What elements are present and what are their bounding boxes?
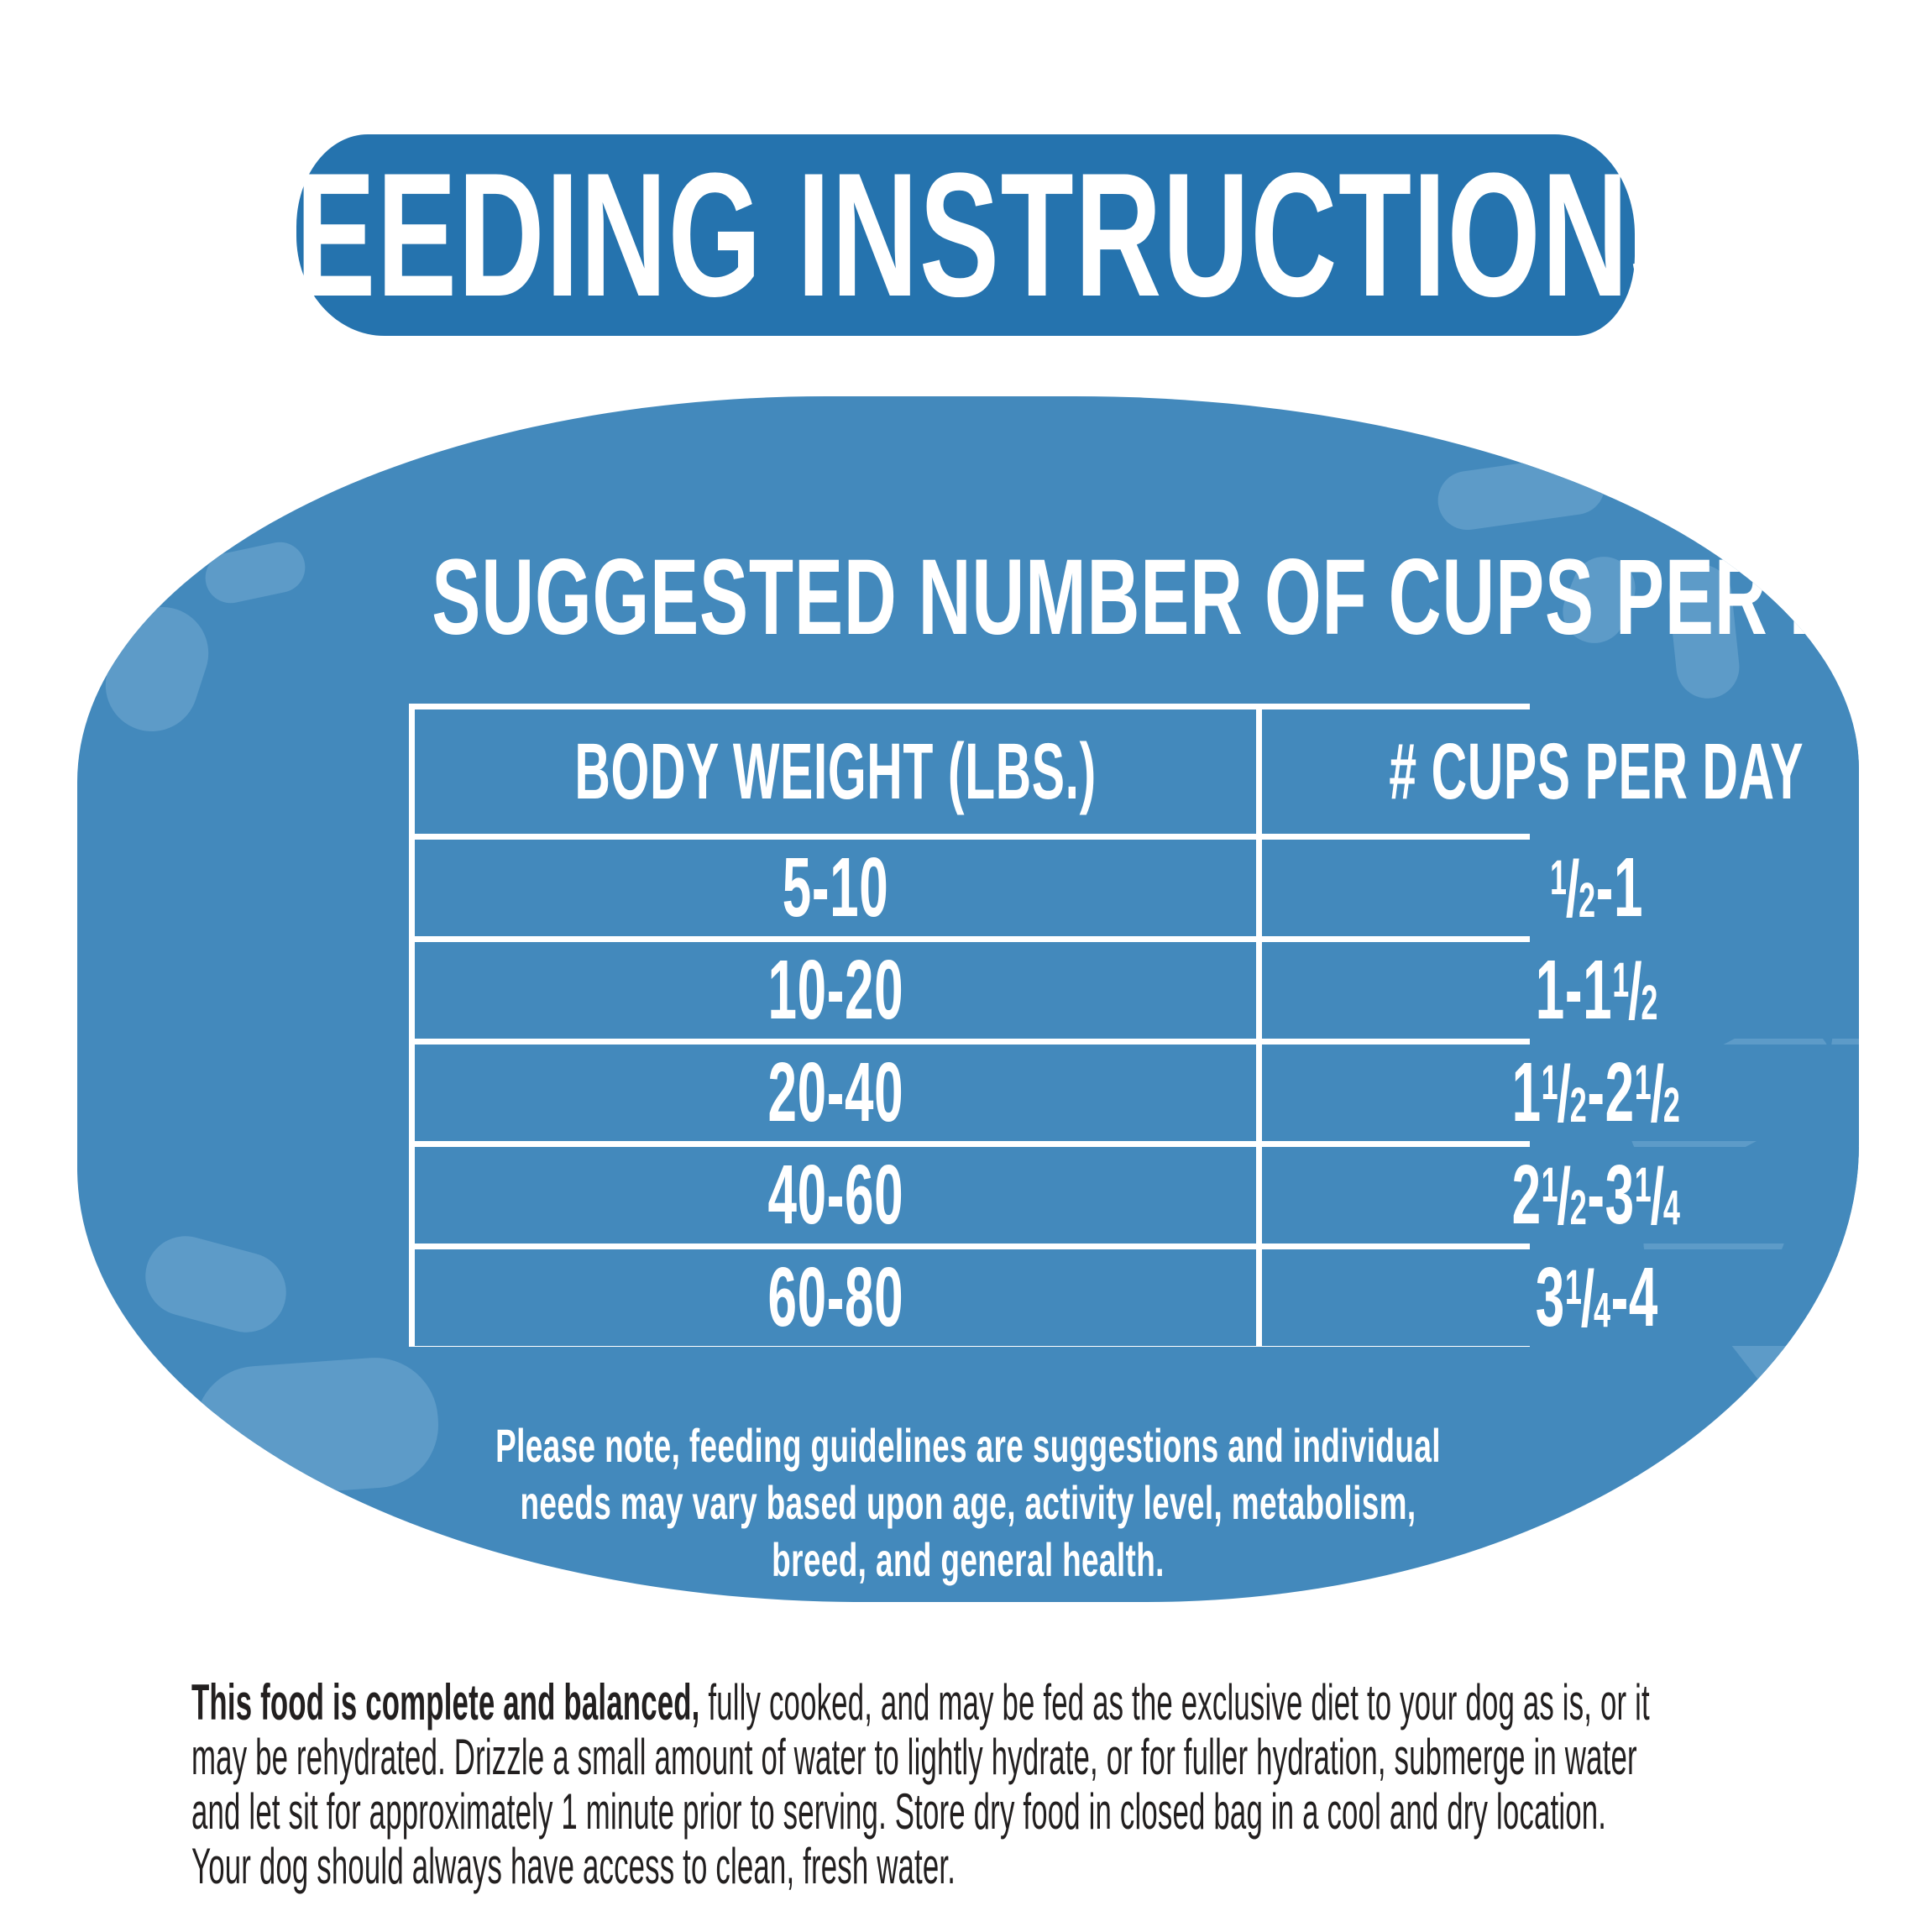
column-header-body-weight: BODY WEIGHT (LBS.) — [574, 726, 1097, 816]
table-cell-cups: 1-11/2 — [1262, 942, 1859, 1039]
column-header-cups-per-day: # CUPS PER DAY — [1389, 726, 1804, 816]
feeding-table: BODY WEIGHT (LBS.) # CUPS PER DAY 5-10 1… — [409, 704, 1859, 1347]
footer-paragraph: This food is complete and balanced, full… — [191, 1675, 1652, 1893]
title-banner: FEEDING INSTRUCTIONS — [221, 134, 1709, 336]
footer-rest: fully cooked, and may be fed as the excl… — [191, 1674, 1650, 1894]
kibble-blob-decoration — [1434, 452, 1609, 534]
table-cell-weight: 20-40 — [415, 1045, 1257, 1141]
table-header-cell: # CUPS PER DAY — [1262, 709, 1859, 834]
table-header-cell: BODY WEIGHT (LBS.) — [415, 709, 1257, 834]
table-cell-cups: 31/4-4 — [1262, 1249, 1859, 1346]
table-cell-weight: 40-60 — [415, 1147, 1257, 1243]
table-cell-weight: 10-20 — [415, 942, 1257, 1039]
kibble-blob-decoration — [190, 1353, 443, 1500]
page-title: FEEDING INSTRUCTIONS — [221, 136, 1710, 333]
table-cell-weight: 5-10 — [415, 840, 1257, 936]
info-panel: SUGGESTED NUMBER OF CUPS PER DAY BODY WE… — [77, 396, 1859, 1602]
feeding-note: Please note, feeding guidelines are sugg… — [495, 1419, 1441, 1586]
panel-heading-row: SUGGESTED NUMBER OF CUPS PER DAY — [77, 543, 1859, 685]
table-cell-cups: 11/2-21/2 — [1262, 1045, 1859, 1141]
table-cell-cups: 21/2-31/4 — [1262, 1147, 1859, 1243]
kibble-blob-decoration — [136, 1227, 296, 1342]
footer-bold-lead: This food is complete and balanced, — [191, 1674, 700, 1730]
table-cell-cups: 1/2-1 — [1262, 840, 1859, 936]
table-cell-weight: 60-80 — [415, 1249, 1257, 1346]
panel-heading: SUGGESTED NUMBER OF CUPS PER DAY — [432, 537, 1859, 657]
